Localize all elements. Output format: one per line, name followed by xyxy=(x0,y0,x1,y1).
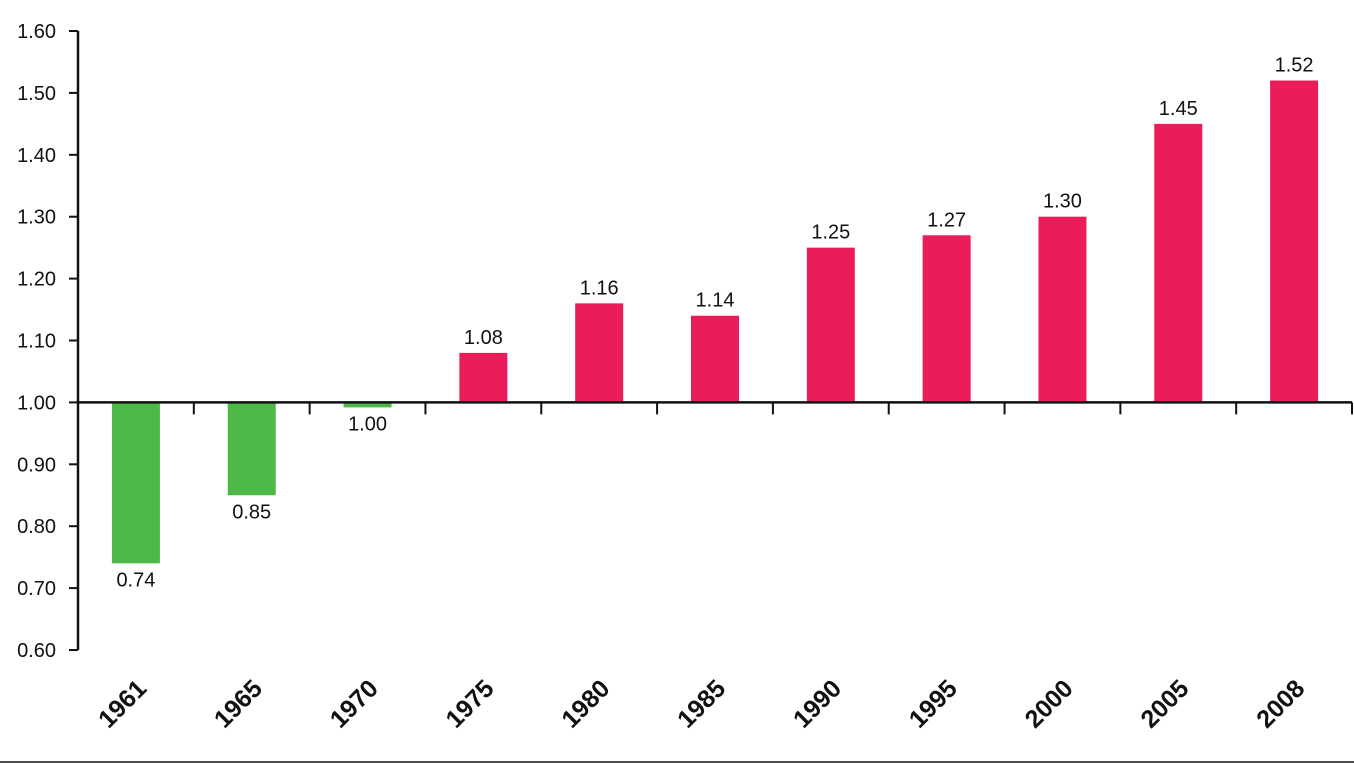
data-label-1965: 0.85 xyxy=(232,501,271,523)
y-axis-ticks: 0.60 0.70 0.80 0.90 1.00 1.10 1.20 1.30 1.40 1.50… xyxy=(17,21,78,662)
data-label-1995: 1.27 xyxy=(927,209,966,231)
bar-1965 xyxy=(227,402,276,496)
bar-1980 xyxy=(575,303,624,403)
data-label-1975: 1.08 xyxy=(464,327,503,349)
bar-1975 xyxy=(459,352,508,403)
data-label-2008: 1.52 xyxy=(1275,55,1314,77)
bar-1990 xyxy=(806,247,855,403)
x-axis-ticks xyxy=(192,402,1353,415)
x-category-label: 1985 xyxy=(672,674,731,733)
x-category-label: 1970 xyxy=(325,674,384,733)
y-tick-label: 1.20 xyxy=(17,269,56,291)
x-category-label: 1975 xyxy=(440,674,499,733)
data-label-1970: 1.00 xyxy=(348,413,387,435)
y-tick-label: 0.70 xyxy=(17,578,56,600)
bar-2000 xyxy=(1038,216,1087,403)
y-tick-label: 1.30 xyxy=(17,207,56,229)
y-tick-label: 0.60 xyxy=(17,640,56,662)
x-axis-category-labels: 1961 1965 1970 1975 1980 1985 1990 1995 2000 2005… xyxy=(93,674,1310,733)
data-label-1980: 1.16 xyxy=(580,277,619,299)
x-category-label: 1961 xyxy=(93,674,152,733)
bar-1970 xyxy=(343,401,392,408)
y-tick-label: 1.40 xyxy=(17,145,56,167)
x-category-label: 1990 xyxy=(788,674,847,733)
y-tick-label: 0.80 xyxy=(17,516,56,538)
y-tick-label: 0.90 xyxy=(17,454,56,476)
bar-1985 xyxy=(691,315,739,403)
y-tick-label: 1.00 xyxy=(17,392,56,414)
data-label-2005: 1.45 xyxy=(1159,98,1198,120)
x-category-label: 2000 xyxy=(1020,674,1079,733)
x-category-label: 2008 xyxy=(1251,674,1310,733)
bar-1961 xyxy=(111,402,160,564)
y-tick-label: 1.50 xyxy=(17,83,56,105)
x-category-label: 1965 xyxy=(209,674,268,733)
y-tick-label: 1.10 xyxy=(17,331,56,353)
y-tick-label: 1.60 xyxy=(17,21,56,43)
bar-2005 xyxy=(1154,123,1203,403)
data-labels: 0.74 0.85 1.00 1.08 1.16 1.14 1.25 1.27 1.30 1.45… xyxy=(116,55,1313,592)
bars xyxy=(111,80,1319,564)
x-category-label: 1980 xyxy=(556,674,615,733)
x-category-label: 1995 xyxy=(904,674,963,733)
x-category-label: 2005 xyxy=(1135,674,1194,733)
data-label-2000: 1.30 xyxy=(1043,191,1082,213)
bar-1995 xyxy=(922,235,971,403)
data-label-1961: 0.74 xyxy=(116,569,155,591)
data-label-1985: 1.14 xyxy=(696,290,735,312)
bar-2008 xyxy=(1270,80,1319,403)
data-label-1990: 1.25 xyxy=(811,222,850,244)
